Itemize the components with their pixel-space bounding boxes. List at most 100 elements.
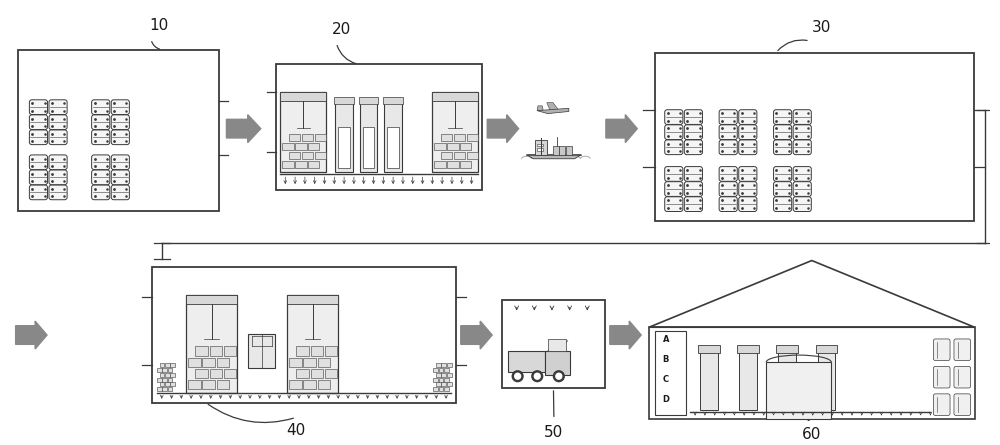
Bar bbox=[441, 373, 446, 377]
FancyBboxPatch shape bbox=[92, 100, 110, 114]
Bar bbox=[454, 134, 465, 141]
Bar bbox=[318, 380, 330, 389]
FancyBboxPatch shape bbox=[954, 394, 971, 416]
Bar bbox=[295, 142, 307, 150]
Text: 60: 60 bbox=[802, 427, 821, 442]
Bar bbox=[739, 349, 757, 409]
FancyBboxPatch shape bbox=[111, 115, 129, 129]
Bar bbox=[698, 345, 720, 353]
Text: A: A bbox=[663, 335, 669, 344]
Bar bbox=[296, 368, 309, 378]
Bar bbox=[434, 161, 446, 168]
Circle shape bbox=[532, 371, 543, 382]
FancyBboxPatch shape bbox=[92, 185, 110, 200]
Bar bbox=[433, 368, 438, 372]
Bar bbox=[248, 334, 275, 368]
Bar bbox=[188, 380, 201, 389]
FancyBboxPatch shape bbox=[793, 140, 811, 154]
Bar bbox=[224, 347, 236, 356]
FancyArrow shape bbox=[226, 115, 261, 142]
FancyArrow shape bbox=[16, 321, 47, 349]
Bar bbox=[559, 146, 565, 154]
FancyBboxPatch shape bbox=[774, 125, 792, 140]
FancyBboxPatch shape bbox=[719, 182, 737, 196]
Bar bbox=[202, 357, 215, 367]
Bar bbox=[162, 368, 167, 372]
FancyBboxPatch shape bbox=[29, 100, 48, 114]
FancyBboxPatch shape bbox=[29, 170, 48, 185]
FancyBboxPatch shape bbox=[719, 110, 737, 125]
Circle shape bbox=[512, 371, 523, 382]
FancyBboxPatch shape bbox=[933, 339, 950, 360]
FancyBboxPatch shape bbox=[111, 155, 129, 170]
Bar bbox=[454, 152, 465, 159]
FancyBboxPatch shape bbox=[793, 182, 811, 196]
FancyBboxPatch shape bbox=[665, 110, 683, 125]
Bar bbox=[217, 380, 229, 389]
Bar bbox=[433, 387, 438, 391]
Bar bbox=[441, 152, 452, 159]
FancyBboxPatch shape bbox=[739, 125, 757, 140]
Bar bbox=[363, 127, 374, 168]
Bar bbox=[160, 373, 164, 377]
Bar bbox=[436, 382, 441, 386]
Bar bbox=[360, 102, 377, 172]
Bar bbox=[170, 364, 175, 368]
Bar bbox=[289, 357, 302, 367]
Bar bbox=[157, 377, 162, 381]
Bar bbox=[186, 295, 237, 303]
FancyBboxPatch shape bbox=[665, 125, 683, 140]
Bar bbox=[308, 142, 319, 150]
Bar bbox=[548, 339, 566, 351]
FancyBboxPatch shape bbox=[29, 130, 48, 145]
FancyBboxPatch shape bbox=[739, 140, 757, 154]
FancyBboxPatch shape bbox=[954, 366, 971, 388]
Bar bbox=[334, 97, 354, 104]
FancyBboxPatch shape bbox=[684, 125, 702, 140]
Text: 20: 20 bbox=[332, 22, 351, 37]
Bar bbox=[447, 142, 459, 150]
Bar bbox=[439, 387, 443, 391]
Bar bbox=[224, 368, 236, 378]
Bar bbox=[160, 364, 164, 368]
Bar bbox=[649, 327, 975, 419]
FancyArrow shape bbox=[461, 321, 492, 349]
FancyBboxPatch shape bbox=[774, 182, 792, 196]
Bar bbox=[444, 368, 449, 372]
Bar bbox=[535, 140, 547, 154]
Bar bbox=[655, 331, 686, 416]
Bar bbox=[432, 92, 478, 172]
FancyBboxPatch shape bbox=[29, 155, 48, 170]
Bar bbox=[311, 368, 323, 378]
FancyBboxPatch shape bbox=[954, 339, 971, 360]
Bar bbox=[655, 53, 974, 221]
FancyBboxPatch shape bbox=[665, 182, 683, 196]
FancyBboxPatch shape bbox=[49, 100, 67, 114]
Bar bbox=[460, 142, 471, 150]
FancyBboxPatch shape bbox=[49, 115, 67, 129]
Bar bbox=[325, 368, 337, 378]
Bar bbox=[467, 152, 478, 159]
Bar bbox=[311, 347, 323, 356]
Bar bbox=[447, 373, 452, 377]
Bar bbox=[282, 161, 294, 168]
FancyBboxPatch shape bbox=[774, 140, 792, 154]
Bar bbox=[315, 152, 326, 159]
Bar bbox=[210, 347, 222, 356]
Bar bbox=[160, 382, 164, 386]
Circle shape bbox=[515, 373, 521, 379]
Bar bbox=[157, 387, 162, 391]
FancyBboxPatch shape bbox=[49, 155, 67, 170]
Bar bbox=[280, 92, 326, 101]
Bar bbox=[287, 295, 338, 393]
Bar bbox=[162, 387, 167, 391]
Bar bbox=[447, 382, 452, 386]
Bar bbox=[439, 377, 443, 381]
Bar bbox=[289, 380, 302, 389]
Bar bbox=[315, 134, 326, 141]
Bar bbox=[296, 347, 309, 356]
Bar bbox=[502, 300, 605, 388]
Bar bbox=[186, 295, 237, 393]
Bar bbox=[553, 146, 559, 154]
Bar bbox=[387, 127, 399, 168]
